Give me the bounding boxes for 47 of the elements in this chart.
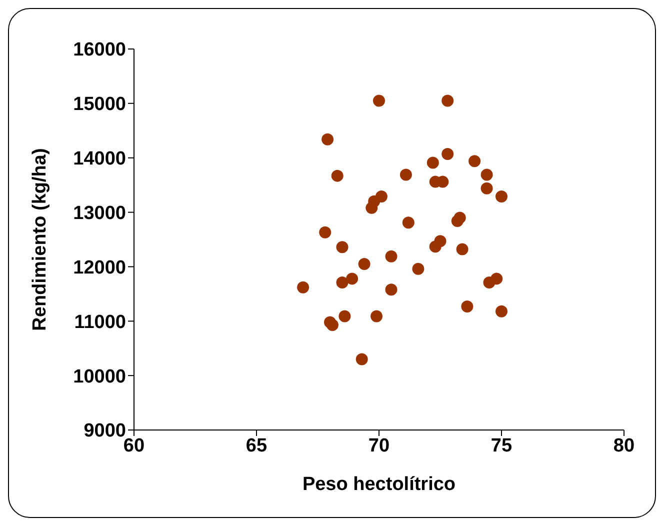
- x-tick-label: 75: [490, 435, 512, 456]
- y-tick-label: 10000: [73, 366, 126, 388]
- point: [456, 243, 468, 256]
- point: [402, 216, 414, 229]
- point: [429, 240, 442, 253]
- point: [412, 262, 424, 275]
- point: [336, 276, 348, 288]
- y-tick-label: 13000: [73, 203, 126, 224]
- point: [400, 168, 412, 181]
- x-axis-title: Peso hectolítrico: [302, 474, 456, 495]
- y-tick-label: 14000: [73, 148, 126, 170]
- point: [297, 281, 310, 294]
- y-tick-label: 15000: [73, 94, 126, 116]
- point: [442, 148, 454, 160]
- point: [336, 241, 348, 254]
- point: [373, 94, 385, 107]
- point: [366, 202, 378, 214]
- y-tick-label: 12000: [73, 257, 126, 278]
- point: [346, 272, 358, 285]
- x-tick-label: 80: [613, 435, 635, 456]
- x-tick-label: 65: [246, 435, 268, 456]
- x-tick-label: 60: [123, 435, 145, 456]
- x-tick-label: 70: [368, 435, 390, 456]
- y-axis-title: Rendimiento (kg/ha): [30, 148, 51, 331]
- point: [451, 214, 464, 227]
- point: [468, 155, 481, 168]
- point: [356, 353, 368, 366]
- point: [480, 182, 493, 194]
- y-tick-label: 9000: [84, 420, 126, 442]
- point: [442, 94, 454, 107]
- point: [385, 250, 398, 262]
- point: [496, 190, 508, 202]
- point: [326, 318, 338, 331]
- point: [385, 284, 398, 296]
- point: [331, 170, 344, 182]
- point: [319, 226, 332, 238]
- point: [461, 300, 474, 312]
- y-tick-label: 11000: [74, 312, 126, 333]
- point: [358, 258, 370, 270]
- point: [480, 168, 493, 181]
- y-tick-label: 16000: [73, 40, 126, 61]
- point: [370, 310, 383, 322]
- point: [490, 272, 503, 285]
- point: [338, 310, 351, 322]
- point: [426, 156, 439, 169]
- point: [322, 133, 334, 146]
- point: [496, 305, 508, 318]
